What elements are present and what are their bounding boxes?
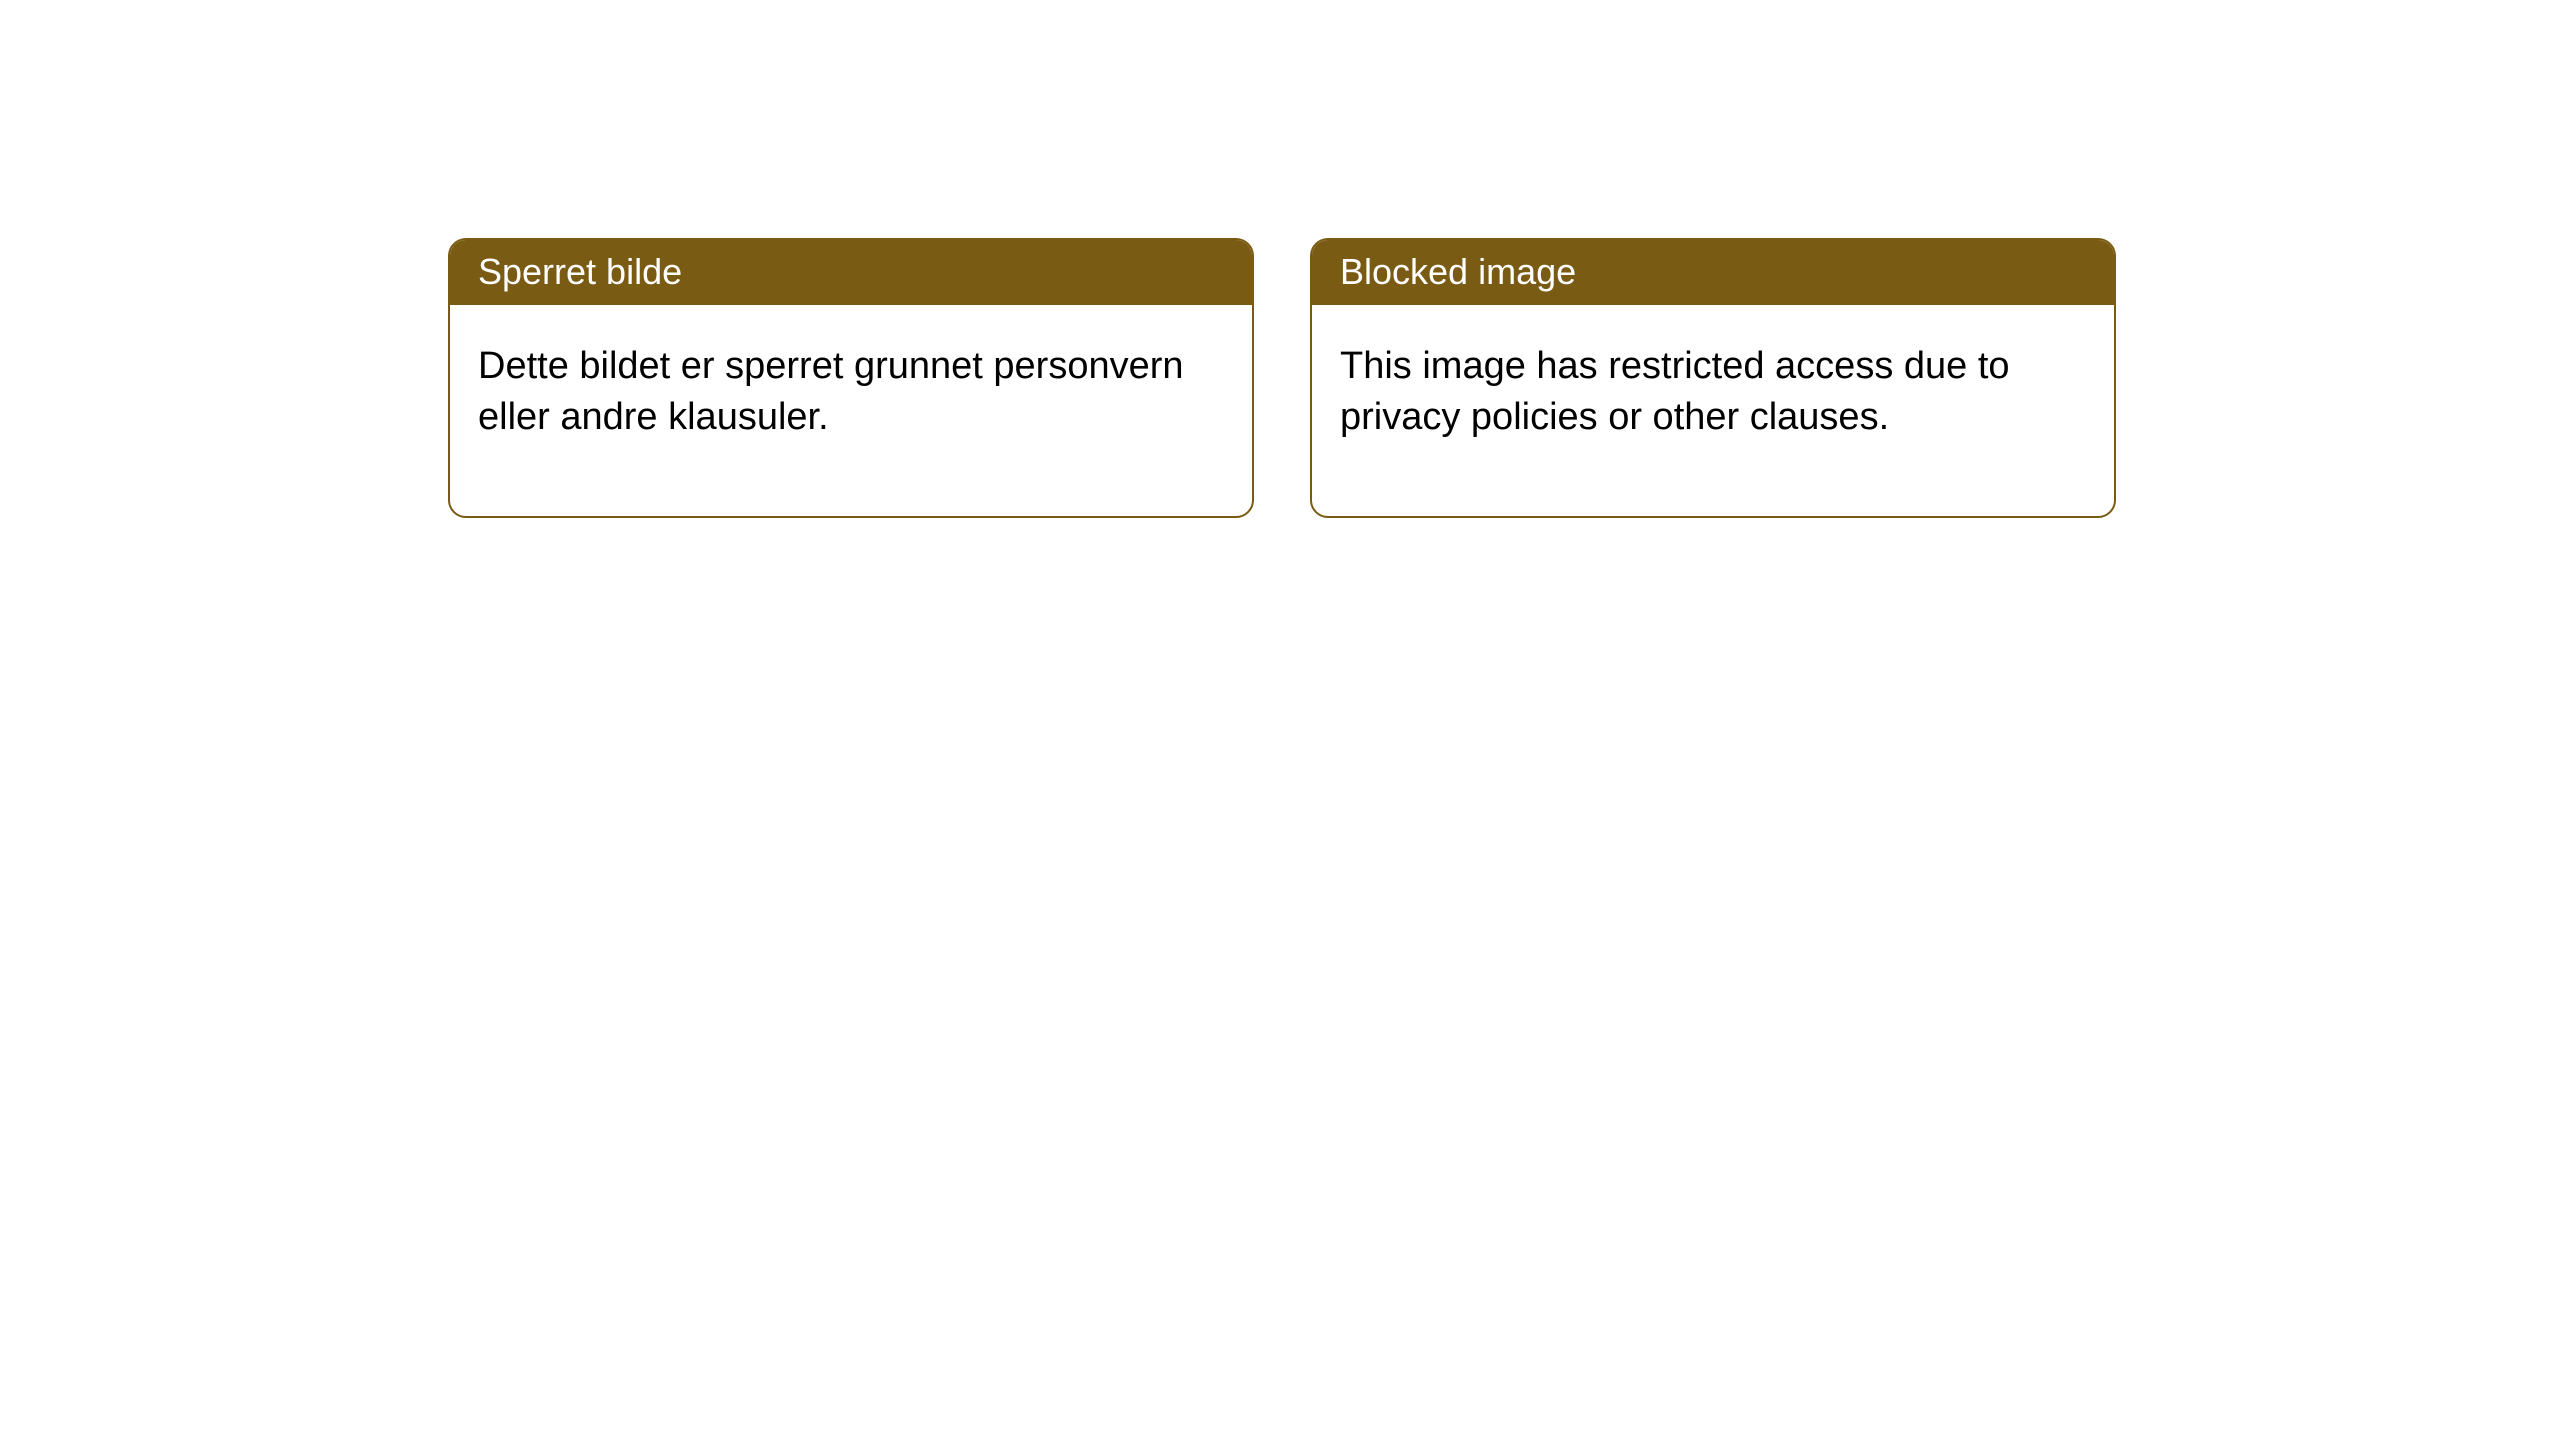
notice-card-english: Blocked image This image has restricted … [1310, 238, 2116, 518]
notice-body-norwegian: Dette bildet er sperret grunnet personve… [450, 305, 1252, 516]
notice-body-english: This image has restricted access due to … [1312, 305, 2114, 516]
notice-header-english: Blocked image [1312, 240, 2114, 305]
notice-header-norwegian: Sperret bilde [450, 240, 1252, 305]
notice-container: Sperret bilde Dette bildet er sperret gr… [0, 0, 2560, 518]
notice-card-norwegian: Sperret bilde Dette bildet er sperret gr… [448, 238, 1254, 518]
